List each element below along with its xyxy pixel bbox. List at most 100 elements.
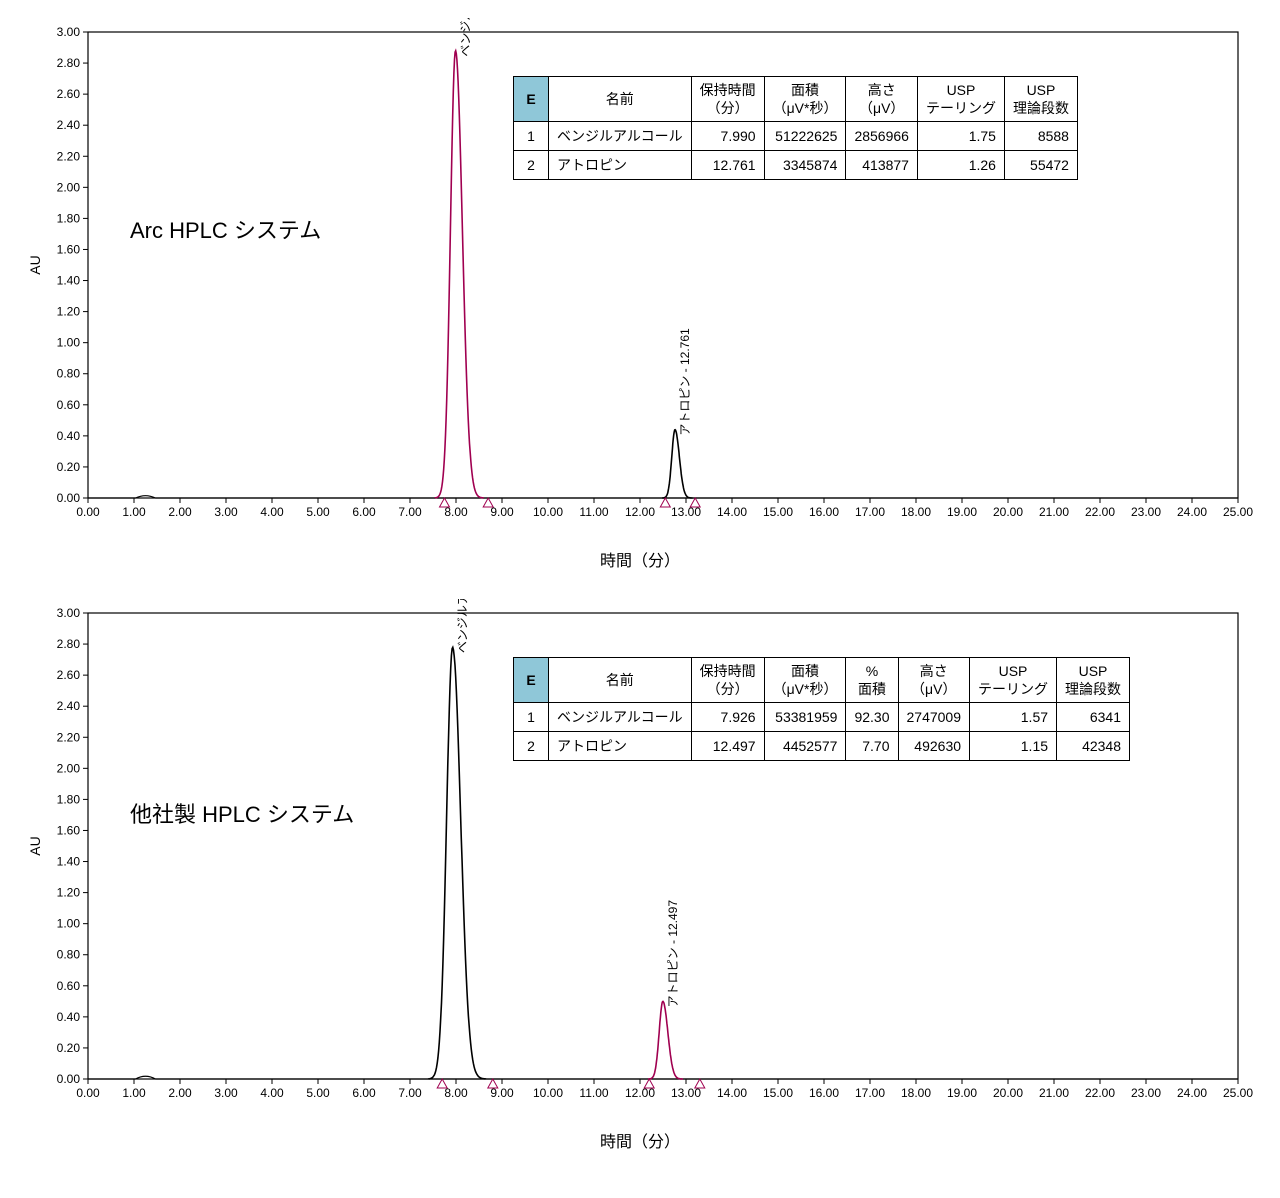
svg-text:22.00: 22.00	[1085, 1086, 1115, 1100]
cell-value: 92.30	[846, 703, 898, 732]
svg-text:16.00: 16.00	[809, 505, 839, 519]
table-column-header: 名前	[549, 77, 692, 122]
peak-label: ベンジルアルコール - 7.926	[456, 599, 470, 653]
svg-text:2.00: 2.00	[57, 180, 81, 194]
cell-value: 7.926	[691, 703, 764, 732]
svg-text:0.80: 0.80	[57, 367, 81, 381]
cell-value: 492630	[898, 732, 970, 761]
table-row: 1ベンジルアルコール7.9265338195992.3027470091.576…	[514, 703, 1130, 732]
table-column-header: USP理論段数	[1004, 77, 1077, 122]
cell-value: 1.26	[917, 151, 1004, 180]
table-column-header: 名前	[549, 658, 692, 703]
cell-value: 1.57	[970, 703, 1057, 732]
table-column-header: 面積（μV*秒）	[764, 77, 846, 122]
cell-value: 3345874	[764, 151, 846, 180]
svg-text:2.00: 2.00	[168, 505, 192, 519]
svg-text:11.00: 11.00	[579, 1086, 608, 1100]
table-row: 2アトロピン12.76133458744138771.2655472	[514, 151, 1078, 180]
svg-text:7.00: 7.00	[398, 505, 422, 519]
cell-name: アトロピン	[549, 732, 692, 761]
integration-marker-icon	[695, 1079, 705, 1088]
table-row: 1ベンジルアルコール7.9905122262528569661.758588	[514, 122, 1078, 151]
row-index: 2	[514, 732, 549, 761]
svg-text:2.20: 2.20	[57, 730, 81, 744]
svg-text:1.00: 1.00	[122, 505, 146, 519]
integration-marker-icon	[483, 498, 493, 507]
svg-text:24.00: 24.00	[1177, 505, 1207, 519]
panel-title: Arc HPLC システム	[130, 213, 321, 245]
svg-text:0.20: 0.20	[57, 460, 81, 474]
integration-marker-icon	[660, 498, 670, 507]
table-column-header: 高さ（μV）	[846, 77, 918, 122]
cell-value: 42348	[1057, 732, 1130, 761]
table-header-icon: E	[514, 77, 549, 122]
peak-label: アトロピン - 12.761	[678, 328, 692, 436]
svg-text:6.00: 6.00	[352, 1086, 376, 1100]
svg-text:2.40: 2.40	[57, 118, 81, 132]
peak-results-table: E名前保持時間（分）面積（μV*秒）%面積高さ（μV）USPテーリングUSP理論…	[513, 657, 1130, 761]
svg-text:0.40: 0.40	[57, 429, 81, 443]
svg-text:0.80: 0.80	[57, 948, 81, 962]
svg-text:0.60: 0.60	[57, 979, 81, 993]
svg-text:10.00: 10.00	[533, 505, 563, 519]
svg-text:0.00: 0.00	[57, 1072, 81, 1086]
x-axis-label: 時間（分）	[18, 1128, 1262, 1152]
svg-text:14.00: 14.00	[717, 1086, 747, 1100]
cell-value: 8588	[1004, 122, 1077, 151]
svg-text:1.20: 1.20	[57, 886, 81, 900]
svg-text:19.00: 19.00	[947, 505, 977, 519]
cell-value: 55472	[1004, 151, 1077, 180]
cell-name: ベンジルアルコール	[549, 703, 692, 732]
svg-text:2.00: 2.00	[57, 761, 81, 775]
svg-text:23.00: 23.00	[1131, 1086, 1161, 1100]
svg-text:1.60: 1.60	[57, 242, 81, 256]
svg-text:4.00: 4.00	[260, 1086, 284, 1100]
table-column-header: %面積	[846, 658, 898, 703]
svg-text:1.00: 1.00	[122, 1086, 146, 1100]
cell-value: 4452577	[764, 732, 846, 761]
integration-marker-icon	[488, 1079, 498, 1088]
svg-text:23.00: 23.00	[1131, 505, 1161, 519]
panel-title: 他社製 HPLC システム	[130, 797, 354, 829]
svg-text:1.00: 1.00	[57, 336, 81, 350]
svg-text:2.40: 2.40	[57, 699, 81, 713]
svg-text:11.00: 11.00	[579, 505, 608, 519]
svg-text:2.20: 2.20	[57, 149, 81, 163]
svg-text:2.00: 2.00	[168, 1086, 192, 1100]
cell-value: 2747009	[898, 703, 970, 732]
svg-text:0.00: 0.00	[76, 1086, 100, 1100]
row-index: 1	[514, 122, 549, 151]
cell-value: 413877	[846, 151, 918, 180]
chromatogram-panels: 0.000.200.400.600.801.001.201.401.601.80…	[18, 18, 1262, 1152]
svg-text:0.40: 0.40	[57, 1010, 81, 1024]
svg-text:2.60: 2.60	[57, 668, 81, 682]
cell-value: 1.75	[917, 122, 1004, 151]
svg-text:AU: AU	[27, 836, 43, 855]
svg-text:20.00: 20.00	[993, 505, 1023, 519]
svg-text:1.20: 1.20	[57, 305, 81, 319]
row-index: 1	[514, 703, 549, 732]
svg-text:1.40: 1.40	[57, 274, 81, 288]
table-row: 2アトロピン12.49744525777.704926301.1542348	[514, 732, 1130, 761]
cell-value: 2856966	[846, 122, 918, 151]
svg-text:9.00: 9.00	[490, 505, 514, 519]
svg-text:12.00: 12.00	[625, 505, 655, 519]
svg-text:8.00: 8.00	[444, 1086, 468, 1100]
svg-text:17.00: 17.00	[855, 1086, 885, 1100]
cell-value: 12.761	[691, 151, 764, 180]
cell-value: 53381959	[764, 703, 846, 732]
svg-text:5.00: 5.00	[306, 505, 330, 519]
svg-text:24.00: 24.00	[1177, 1086, 1207, 1100]
svg-text:1.00: 1.00	[57, 917, 81, 931]
peak-label: ベンジルアルコール - 7.990	[459, 18, 473, 57]
svg-text:AU: AU	[27, 255, 43, 274]
svg-text:2.80: 2.80	[57, 637, 81, 651]
integration-marker-icon	[644, 1079, 654, 1088]
peak-label: アトロピン - 12.497	[666, 900, 680, 1008]
cell-value: 7.990	[691, 122, 764, 151]
svg-text:18.00: 18.00	[901, 1086, 931, 1100]
table-column-header: 保持時間（分）	[691, 77, 764, 122]
svg-text:20.00: 20.00	[993, 1086, 1023, 1100]
table-header-icon: E	[514, 658, 549, 703]
svg-text:3.00: 3.00	[214, 505, 238, 519]
